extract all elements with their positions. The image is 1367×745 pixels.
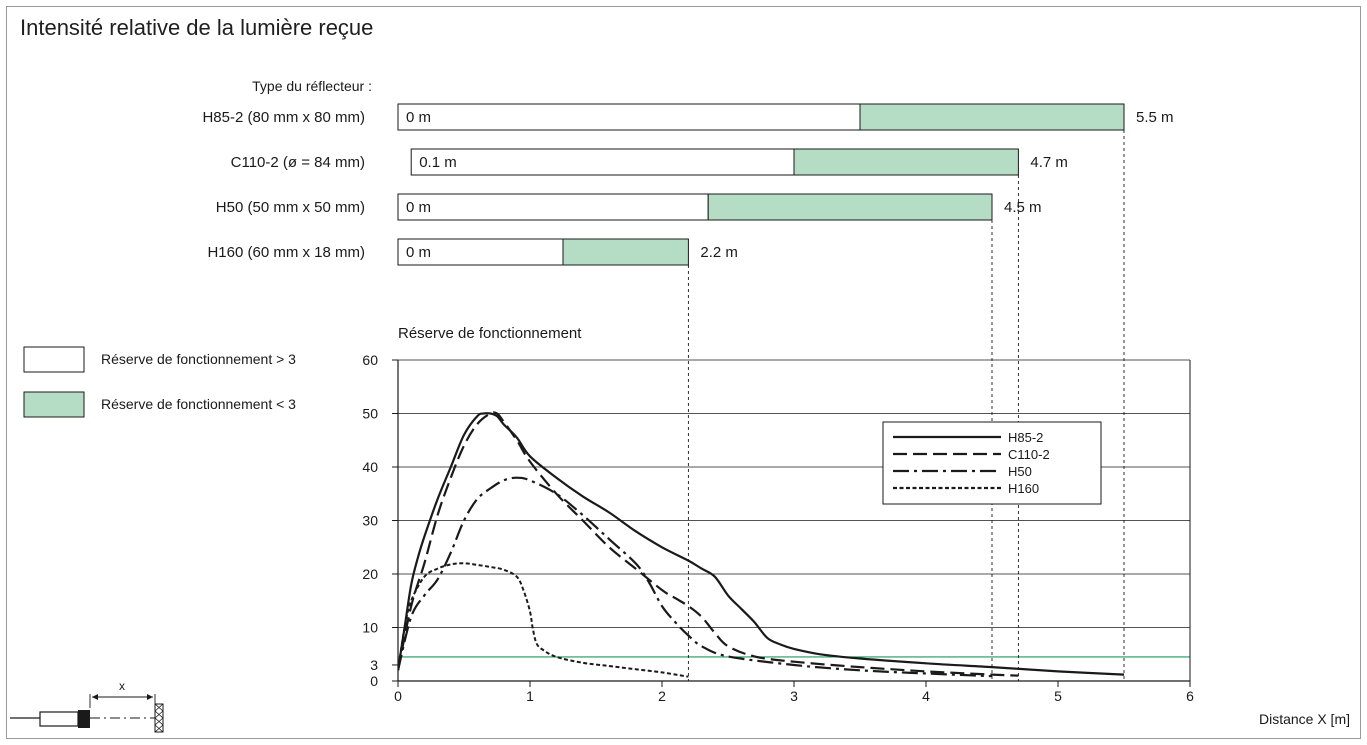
series-line-c110-2 (398, 411, 1019, 677)
legend-label: C110-2 (1008, 447, 1050, 462)
zone-legend: Réserve de fonctionnement > 3 Réserve de … (23, 346, 296, 418)
sensor-schematic-icon: x (10, 679, 164, 733)
y-tick-label: 3 (370, 657, 378, 673)
bar-segment-high (410, 148, 795, 176)
bar-segment-low (793, 148, 1019, 176)
y-tick-label: 20 (362, 566, 378, 582)
x-tick-label: 3 (790, 688, 798, 704)
y-tick-label: 40 (362, 459, 378, 475)
series-curves (398, 411, 1125, 678)
bar-end-label: 2.2 m (700, 244, 738, 261)
y-tick-label: 10 (362, 620, 378, 636)
bar-start-label: 0 m (406, 199, 431, 216)
bar-segment-high (397, 193, 709, 221)
x-tick-label: 5 (1054, 688, 1062, 704)
reflector-type-heading: Type du réflecteur : (252, 78, 372, 94)
series-line-h160 (398, 562, 689, 678)
bar-start-label: 0 m (406, 109, 431, 126)
series-line-h50 (398, 476, 993, 678)
legend-label: H160 (1008, 481, 1039, 496)
y-tick-label: 50 (362, 406, 378, 422)
bar-start-label: 0.1 m (419, 154, 457, 171)
bar-segment-high (397, 103, 861, 131)
y-axis-label: Réserve de fonctionnement (398, 325, 582, 342)
series-legend: H85-2 C110-2 H50 H160 (882, 421, 1102, 505)
x-tick-label: 4 (922, 688, 930, 704)
x-axis-label: Distance X [m] (1259, 711, 1350, 727)
legend-label: H85-2 (1008, 430, 1043, 445)
y-tick-label: 0 (370, 673, 378, 689)
bar-segment-low (707, 193, 993, 221)
bar-segment-low (859, 103, 1125, 131)
bar-start-label: 0 m (406, 244, 431, 261)
legend-label: H50 (1008, 464, 1032, 479)
series-line-h85-2 (398, 412, 1125, 676)
bar-segment-high (397, 238, 564, 266)
zone-legend-swatch (23, 346, 85, 373)
x-tick-label: 0 (394, 688, 402, 704)
bar-end-label: 5.5 m (1136, 109, 1174, 126)
bar-reflector-label: H160 (60 mm x 18 mm) (207, 244, 365, 261)
legend-box (882, 421, 1102, 505)
bar-reflector-label: C110-2 (ø = 84 mm) (231, 154, 365, 171)
x-tick-label: 2 (658, 688, 666, 704)
figure-frame (6, 6, 1361, 739)
reflector-range-bars: H85-2 (80 mm x 80 mm) 0 m 5.5 m C110-2 (ø =… (202, 103, 1174, 266)
zone-legend-label: Réserve de fonctionnement < 3 (101, 396, 296, 412)
zone-legend-label: Réserve de fonctionnement > 3 (101, 351, 296, 367)
bar-end-label: 4.5 m (1004, 199, 1042, 216)
bar-end-label: 4.7 m (1030, 154, 1068, 171)
x-tick-label: 6 (1186, 688, 1194, 704)
bar-reflector-label: H85-2 (80 mm x 80 mm) (202, 109, 365, 126)
page-title: Intensité relative de la lumière reçue (20, 15, 374, 40)
y-tick-label: 60 (362, 352, 378, 368)
zone-legend-swatch (23, 391, 85, 418)
svg-text:x: x (119, 679, 125, 693)
y-tick-label: 30 (362, 513, 378, 529)
bar-segment-low (562, 238, 689, 266)
x-tick-label: 1 (526, 688, 534, 704)
bar-reflector-label: H50 (50 mm x 50 mm) (216, 199, 365, 216)
